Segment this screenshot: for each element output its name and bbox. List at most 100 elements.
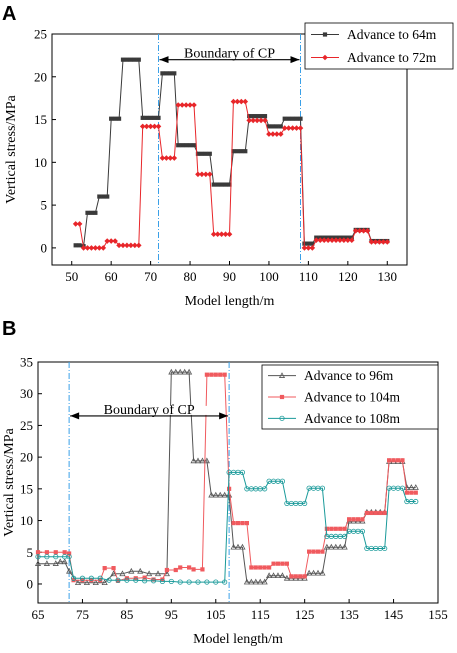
- data-point: [186, 579, 192, 585]
- legend-marker: [322, 32, 328, 37]
- data-point: [128, 242, 134, 249]
- data-point: [195, 151, 201, 156]
- data-point: [163, 155, 170, 161]
- data-point: [203, 151, 208, 156]
- data-point: [84, 245, 91, 251]
- data-point: [44, 550, 49, 555]
- data-point: [132, 57, 137, 62]
- data-point: [66, 554, 72, 560]
- data-point: [337, 543, 344, 550]
- panel-label-b: B: [2, 318, 16, 340]
- x-tick-label: 75: [76, 607, 89, 622]
- y-tick-label: 25: [34, 27, 47, 42]
- data-point: [315, 549, 321, 554]
- annotation-label: Boundary of CP: [104, 403, 195, 418]
- data-point: [382, 545, 388, 552]
- data-point: [151, 123, 158, 130]
- data-point: [223, 182, 228, 187]
- y-tick-label: 0: [27, 576, 34, 591]
- data-point: [214, 231, 221, 237]
- data-point: [258, 565, 263, 570]
- data-point: [306, 241, 311, 246]
- data-point: [328, 543, 335, 550]
- data-point: [243, 149, 248, 154]
- y-tick-label: 5: [41, 198, 48, 213]
- data-point: [352, 227, 359, 234]
- data-point: [293, 574, 298, 579]
- data-point: [356, 227, 363, 234]
- data-point: [181, 368, 188, 375]
- x-tick-label: 60: [105, 269, 118, 284]
- series-advance-to-104m: [35, 372, 418, 583]
- x-axis-title: Model length/m: [185, 294, 275, 309]
- data-point: [351, 517, 356, 522]
- data-point: [66, 567, 73, 574]
- data-point: [110, 570, 117, 577]
- data-point: [235, 520, 241, 526]
- data-point: [294, 116, 299, 121]
- data-point: [289, 574, 294, 579]
- data-point: [382, 510, 387, 516]
- data-point: [409, 490, 414, 495]
- x-tick-label: 155: [428, 607, 448, 622]
- data-point: [106, 577, 112, 583]
- x-tick-label: 80: [184, 269, 197, 284]
- data-point: [217, 491, 224, 498]
- data-point: [261, 578, 268, 585]
- data-point: [180, 143, 185, 148]
- data-point: [67, 551, 72, 556]
- data-point: [333, 237, 339, 243]
- chart-panel-a: 50 60 70 80 90 100 110 120 130 0 5 10 15 20 25 Model le…: [4, 22, 454, 309]
- data-point: [173, 567, 178, 573]
- data-point: [212, 491, 219, 498]
- data-point: [258, 117, 264, 124]
- data-point: [364, 510, 369, 516]
- arrowhead-left: [70, 412, 80, 420]
- data-point: [210, 231, 217, 237]
- data-point: [61, 558, 68, 565]
- series-line: [75, 101, 388, 249]
- data-point: [143, 123, 150, 130]
- data-point: [213, 372, 218, 377]
- data-point: [53, 554, 59, 560]
- data-point: [359, 528, 366, 534]
- x-tick-label: 100: [259, 269, 279, 284]
- data-point: [88, 575, 94, 581]
- data-point: [164, 567, 169, 573]
- y-tick-label: 30: [20, 386, 33, 401]
- annotation-label: Boundary of CP: [184, 47, 275, 62]
- data-point: [226, 231, 233, 237]
- data-point: [148, 115, 153, 120]
- data-point: [235, 149, 240, 154]
- data-point: [262, 114, 268, 119]
- data-point: [83, 579, 90, 586]
- data-point: [270, 124, 275, 129]
- x-tick-label: 95: [165, 607, 178, 622]
- x-tick-label: 125: [295, 607, 315, 622]
- data-point: [341, 237, 347, 243]
- data-point: [133, 577, 139, 583]
- data-point: [219, 182, 224, 187]
- data-point: [234, 543, 242, 550]
- data-point: [144, 115, 149, 120]
- data-point: [204, 372, 209, 377]
- data-point: [321, 237, 327, 243]
- data-point: [172, 71, 177, 76]
- data-point: [115, 577, 121, 583]
- data-point: [183, 102, 189, 108]
- data-point: [341, 543, 348, 550]
- y-tick-label: 15: [34, 112, 47, 127]
- data-point: [257, 578, 264, 585]
- data-point: [206, 171, 213, 178]
- data-point: [171, 155, 178, 161]
- data-point: [128, 57, 133, 62]
- data-point: [252, 578, 259, 585]
- data-point: [167, 155, 174, 161]
- data-point: [132, 242, 138, 249]
- data-point: [111, 566, 116, 571]
- data-point: [239, 149, 244, 154]
- data-point: [262, 565, 267, 570]
- data-point: [376, 239, 383, 245]
- data-point: [92, 579, 99, 586]
